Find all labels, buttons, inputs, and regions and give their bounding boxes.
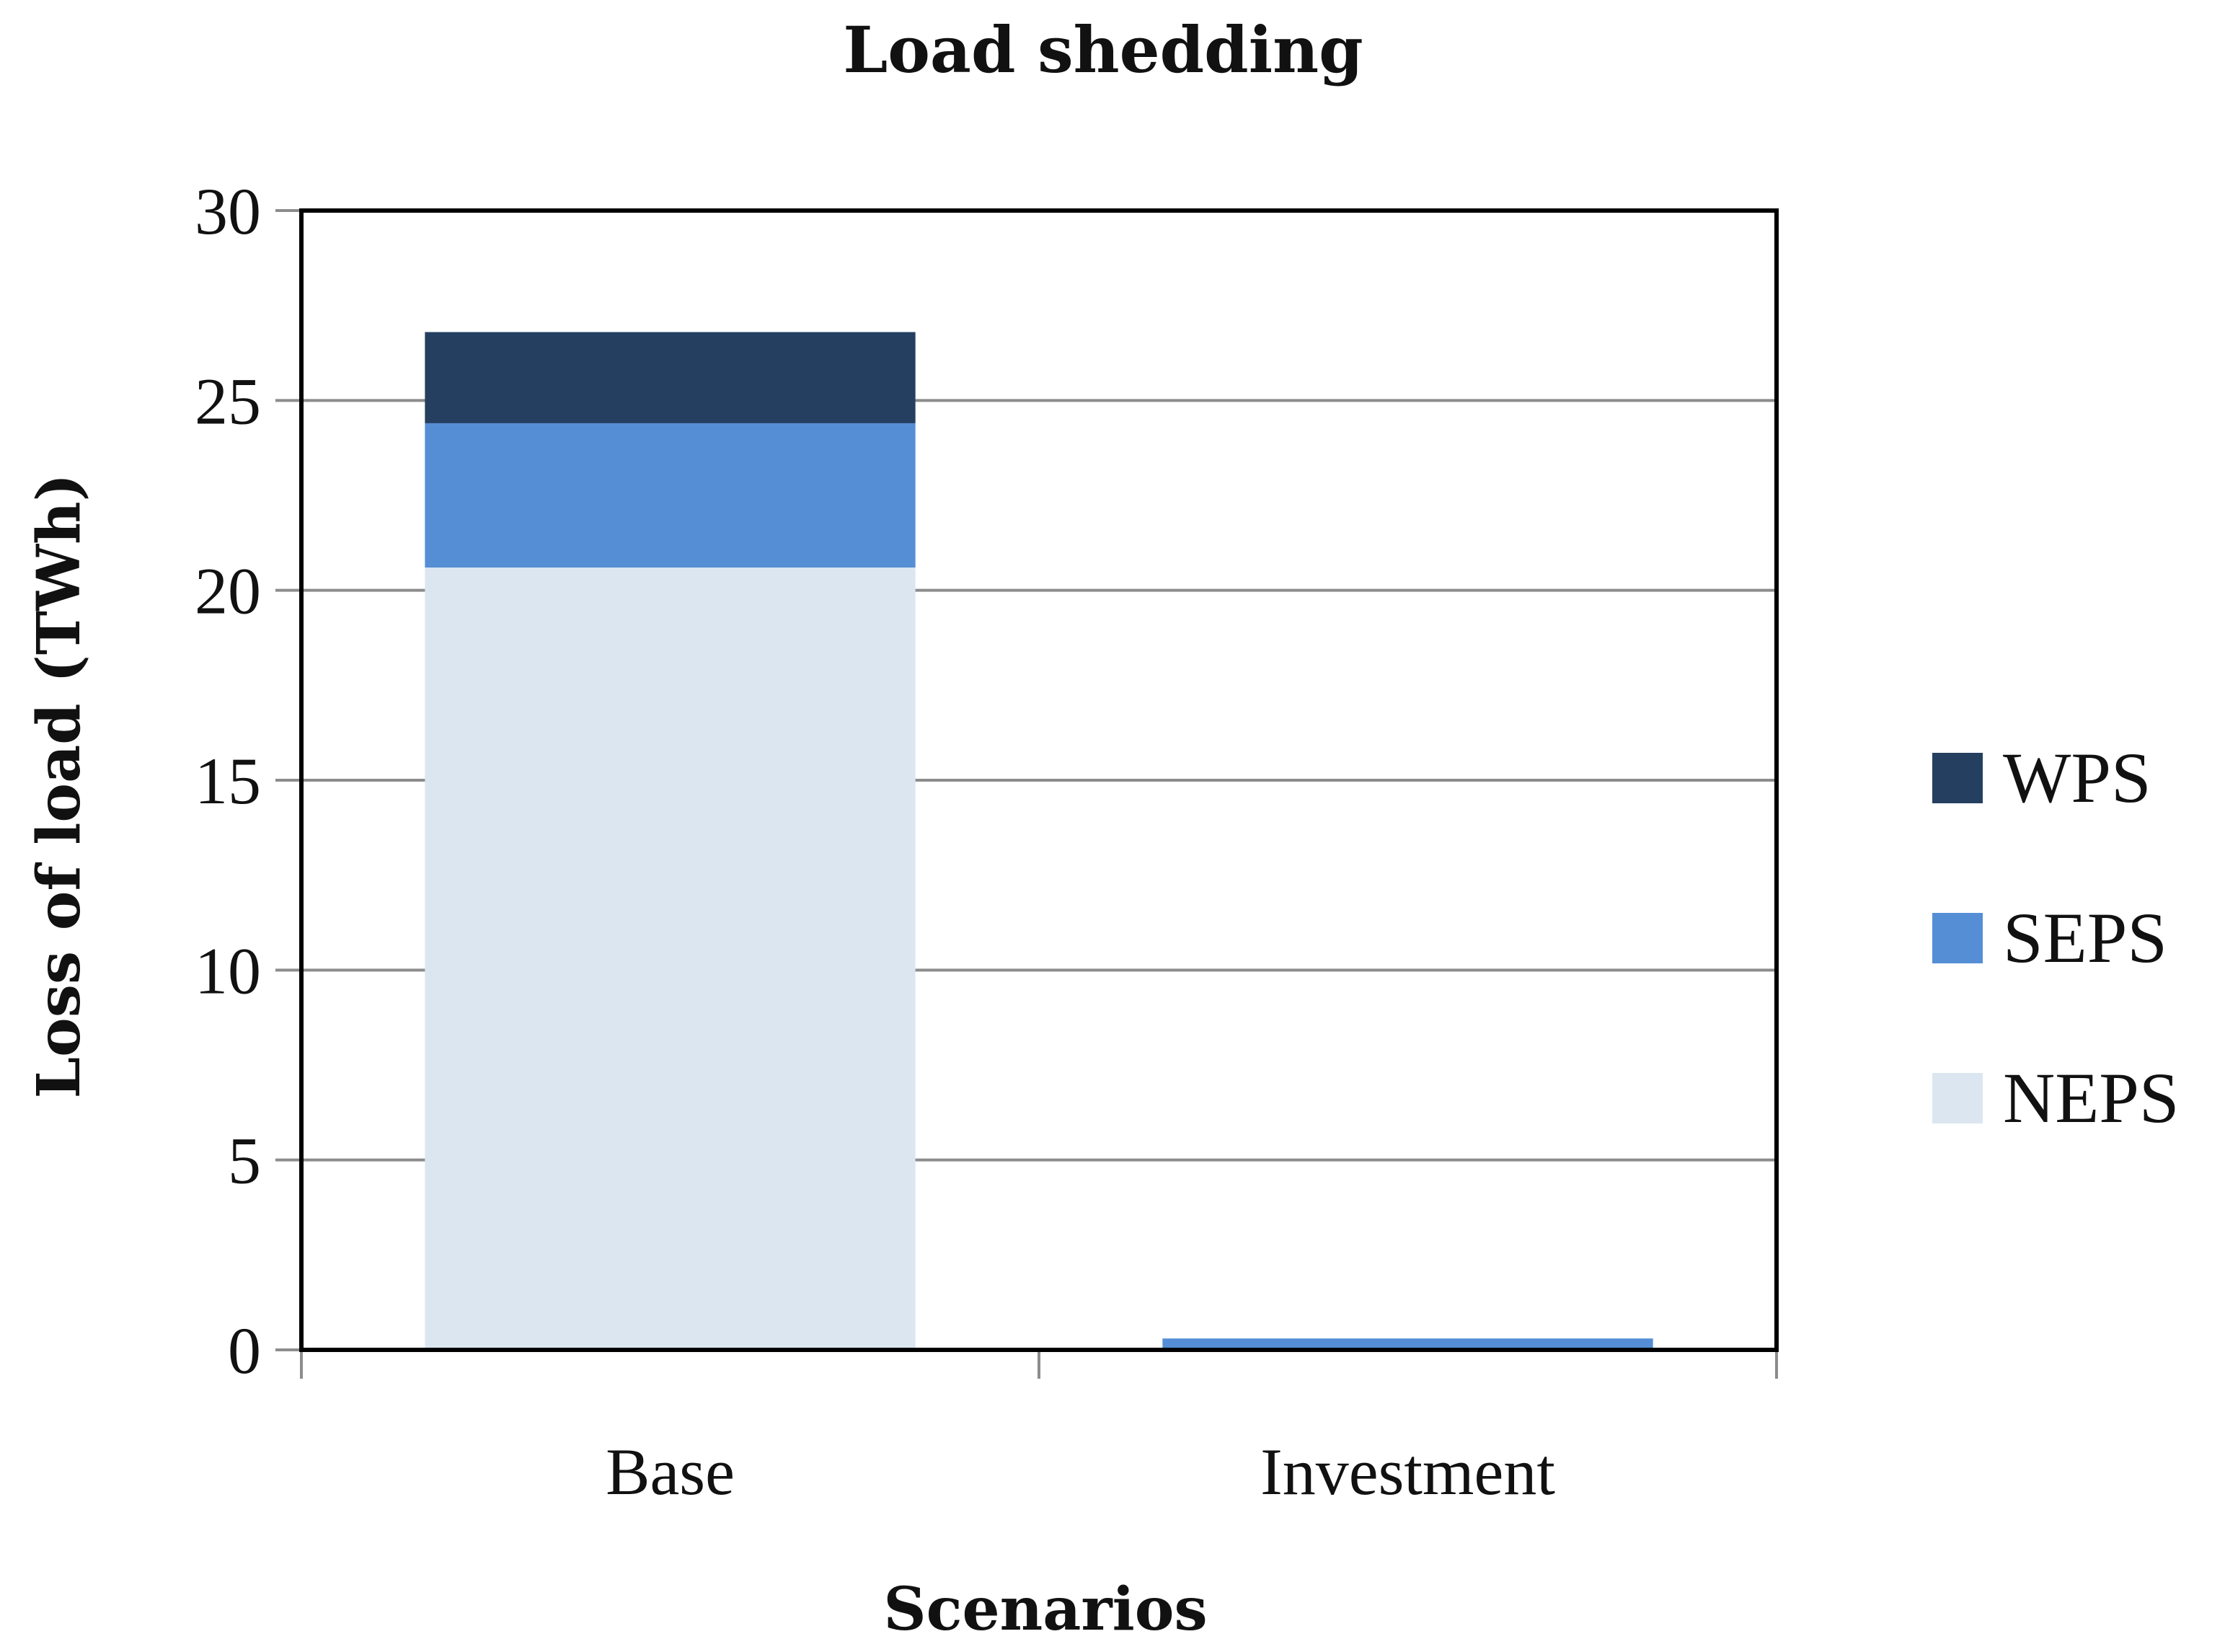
y-tick-label-25: 25: [195, 364, 261, 438]
legend-swatch-wps: [1932, 753, 1983, 803]
x-tick-label-investment: Investment: [1260, 1435, 1555, 1509]
legend-label-neps: NEPS: [2003, 1058, 2180, 1138]
bar-base-wps: [425, 332, 916, 423]
y-tick-label-30: 30: [195, 175, 261, 248]
axes: [275, 208, 1779, 1379]
chart-title: Load shedding: [843, 12, 1363, 87]
legend: WPS SEPS NEPS: [1932, 738, 2180, 1138]
legend-label-seps: SEPS: [2003, 898, 2167, 978]
bar-investment-seps: [1162, 1338, 1653, 1350]
tick-labels: 0 5 10 15 20 25 30 Base Investment: [195, 175, 1555, 1509]
legend-label-wps: WPS: [2003, 738, 2151, 818]
y-tick-label-0: 0: [228, 1314, 261, 1387]
y-tick-label-10: 10: [195, 934, 261, 1007]
x-tick-label-base: Base: [606, 1435, 735, 1509]
bars: [425, 332, 1653, 1350]
plot-frame: [299, 208, 1779, 1352]
legend-swatch-seps: [1932, 913, 1983, 963]
y-tick-label-5: 5: [228, 1124, 261, 1198]
legend-swatch-neps: [1932, 1073, 1983, 1123]
y-tick-label-15: 15: [195, 744, 261, 818]
y-tick-label-20: 20: [195, 555, 261, 628]
bar-base-neps: [425, 567, 916, 1350]
x-axis-title: Scenarios: [883, 1575, 1207, 1644]
bar-base-seps: [425, 423, 916, 568]
y-axis-title: Loss of load (TWh): [25, 474, 94, 1099]
